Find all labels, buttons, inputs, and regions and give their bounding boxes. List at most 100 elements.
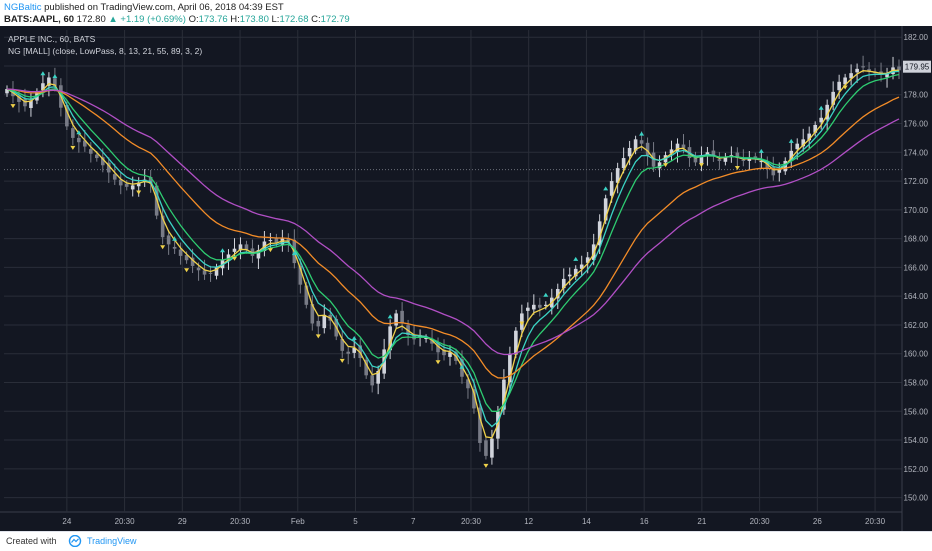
- candle-body: [771, 167, 776, 176]
- candle-body: [160, 215, 165, 238]
- tradingview-brand[interactable]: TradingView: [87, 536, 137, 546]
- current-price-tag: [903, 60, 931, 73]
- candle-body: [538, 304, 542, 308]
- candle-body: [747, 158, 752, 161]
- price-chart[interactable]: 150.00 152.00 154.00 156.00 158.00 160.00 162.…: [0, 26, 932, 531]
- published-text: published on TradingView.com, April 06, …: [44, 2, 284, 13]
- candle-body: [885, 73, 889, 78]
- x-tick-label: 20:30: [750, 517, 771, 526]
- candle-body: [861, 66, 865, 68]
- symbol-label: BATS:AAPL, 60: [4, 14, 75, 25]
- candle-body: [430, 338, 434, 344]
- candle-body: [514, 330, 518, 355]
- y-tick-label: 170.00: [904, 206, 929, 215]
- candle-body: [669, 149, 674, 154]
- candle-body: [526, 307, 530, 311]
- y-tick-label: 156.00: [904, 407, 929, 416]
- candle-body: [148, 177, 153, 184]
- x-tick-label: 16: [640, 517, 649, 526]
- candle-body: [436, 342, 440, 353]
- candle-body: [532, 304, 536, 310]
- last-price: 172.80: [76, 14, 106, 25]
- sell-signal-icon: [663, 163, 669, 168]
- candle-body: [322, 314, 327, 329]
- candle-body: [352, 347, 357, 353]
- candle-body: [867, 69, 871, 72]
- y-tick-label: 154.00: [904, 436, 929, 445]
- candle-body: [639, 140, 644, 144]
- x-tick-label: 7: [411, 517, 416, 526]
- candle-body: [286, 238, 291, 242]
- candle-body: [310, 303, 315, 324]
- candle-body: [699, 155, 704, 165]
- x-tick-label: 5: [353, 517, 358, 526]
- candle-body: [897, 66, 901, 71]
- candle-body: [508, 353, 512, 383]
- candle-body: [268, 240, 273, 242]
- candle-body: [705, 152, 710, 156]
- y-tick-label: 152.00: [904, 465, 929, 474]
- sell-signal-icon: [698, 163, 704, 168]
- y-tick-label: 160.00: [904, 350, 929, 359]
- candle-body: [340, 339, 345, 351]
- open-value: 173.76: [198, 14, 228, 25]
- close-label: C:: [311, 14, 321, 25]
- candle-body: [681, 144, 686, 148]
- buy-signal-icon: [220, 248, 226, 253]
- x-tick-label: 24: [62, 517, 71, 526]
- candle-body: [579, 264, 584, 269]
- candle-body: [118, 179, 123, 186]
- sell-signal-icon: [70, 145, 76, 150]
- y-tick-label: 174.00: [904, 148, 929, 157]
- candle-body: [232, 248, 237, 252]
- candle-body: [777, 169, 782, 173]
- candle-body: [172, 246, 177, 249]
- y-tick-label: 182.00: [904, 33, 929, 42]
- candle-body: [130, 185, 135, 190]
- candle-body: [23, 99, 27, 107]
- chart-area[interactable]: 150.00 152.00 154.00 156.00 158.00 160.00 162.…: [0, 26, 932, 531]
- candle-body: [603, 198, 608, 221]
- author-link[interactable]: NGBaltic: [4, 2, 42, 13]
- sell-signal-icon: [231, 256, 237, 261]
- candle-body: [837, 81, 841, 91]
- y-tick-label: 158.00: [904, 379, 929, 388]
- candle-body: [831, 91, 835, 105]
- x-tick-label: Feb: [291, 517, 305, 526]
- candle-body: [41, 83, 45, 91]
- buy-signal-icon: [291, 251, 297, 256]
- indicator-legend: NG [MALL] (close, LowPass, 8, 13, 21, 55…: [8, 46, 203, 56]
- candle-body: [609, 181, 614, 196]
- candle-body: [627, 147, 632, 157]
- candle-body: [226, 254, 231, 260]
- low-label: L:: [271, 14, 280, 25]
- candle-body: [244, 244, 249, 251]
- y-tick-label: 166.00: [904, 263, 929, 272]
- sell-signal-icon: [339, 358, 345, 363]
- candle-body: [741, 159, 746, 161]
- buy-signal-icon: [543, 292, 549, 297]
- buy-signal-icon: [758, 148, 764, 153]
- buy-signal-icon: [76, 130, 82, 135]
- x-tick-label: 20:30: [461, 517, 482, 526]
- candle-body: [71, 128, 75, 138]
- sell-signal-icon: [842, 85, 848, 90]
- candle-body: [585, 257, 590, 263]
- candle-body: [106, 162, 111, 173]
- candle-body: [358, 345, 363, 359]
- y-tick-label: 178.00: [904, 91, 929, 100]
- buy-signal-icon: [788, 138, 794, 143]
- x-tick-label: 14: [582, 517, 591, 526]
- candle-body: [184, 255, 189, 261]
- buy-signal-icon: [459, 364, 465, 369]
- x-tick-label: 26: [813, 517, 822, 526]
- candle-body: [448, 352, 452, 357]
- buy-signal-icon: [387, 314, 393, 319]
- candle-body: [364, 359, 368, 376]
- candle-body: [717, 159, 722, 161]
- x-tick-label: 20:30: [865, 517, 886, 526]
- candle-body: [597, 221, 602, 246]
- candle-body: [819, 117, 823, 123]
- candle-body: [370, 375, 374, 386]
- candle-body: [711, 150, 716, 157]
